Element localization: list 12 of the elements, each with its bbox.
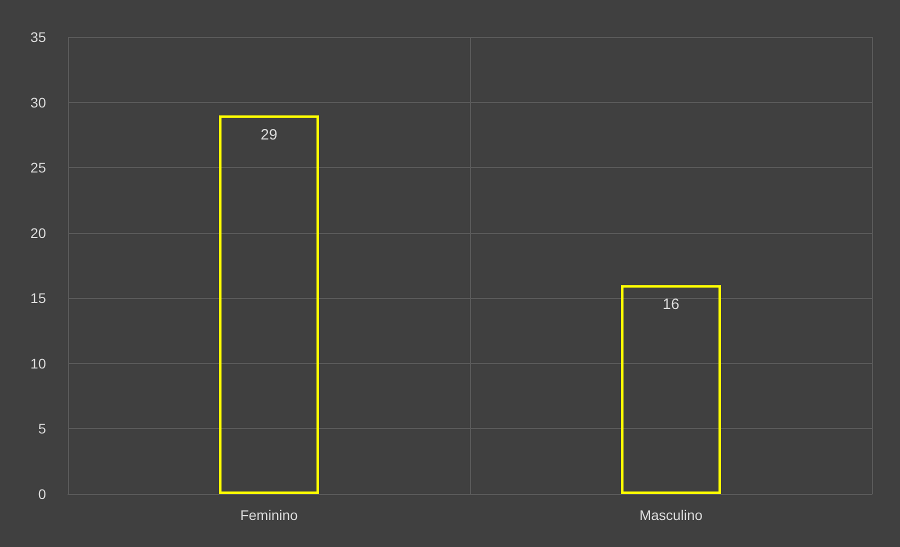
y-tick-label: 5 <box>38 420 46 437</box>
y-tick-label: 30 <box>30 94 46 110</box>
x-tick-label: Masculino <box>639 507 703 523</box>
y-tick-label: 25 <box>30 160 46 176</box>
data-label: 29 <box>260 126 278 144</box>
y-tick-label: 20 <box>30 224 46 241</box>
data-label: 16 <box>662 296 680 314</box>
y-tick-label: 35 <box>30 29 46 45</box>
x-tick-label: Feminino <box>240 507 298 523</box>
y-tick-label: 10 <box>30 355 46 372</box>
y-tick-label: 0 <box>38 486 46 502</box>
y-tick-label: 15 <box>30 290 46 306</box>
